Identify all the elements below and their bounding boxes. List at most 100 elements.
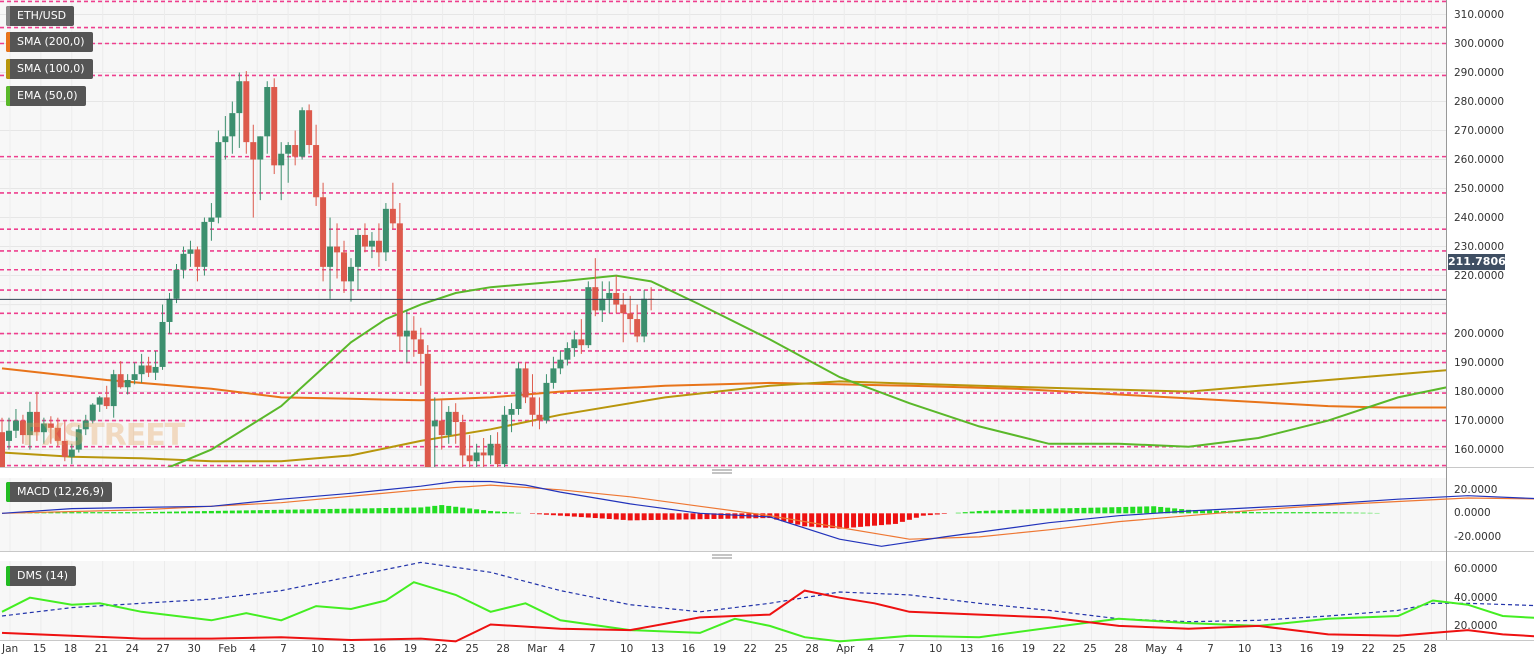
dms-label: DMS (14) bbox=[17, 569, 69, 582]
candle-body bbox=[124, 379, 131, 388]
price-tick-label: 200.0000 bbox=[1454, 327, 1505, 340]
macd-histogram-bar bbox=[1116, 507, 1122, 514]
price-tick-label: 160.0000 bbox=[1454, 443, 1505, 456]
macd-histogram-bar bbox=[187, 511, 193, 514]
price-tick-label: 220.0000 bbox=[1454, 269, 1505, 282]
candle-body bbox=[620, 304, 627, 314]
dms-badge[interactable]: DMS (14) bbox=[6, 566, 77, 586]
candle-body bbox=[12, 420, 19, 431]
macd-histogram-bar bbox=[1339, 512, 1345, 514]
candle-body bbox=[54, 427, 61, 441]
date-tick-label: Mar bbox=[527, 643, 548, 655]
macd-histogram-bar bbox=[1081, 507, 1087, 514]
macd-histogram-bar bbox=[1276, 512, 1282, 514]
sma100-badge[interactable]: SMA (100,0) bbox=[6, 59, 93, 79]
macd-badge[interactable]: MACD (12,26,9) bbox=[6, 482, 113, 502]
macd-histogram-bar bbox=[1221, 510, 1226, 514]
date-tick-label: 18 bbox=[63, 643, 78, 655]
candle-body bbox=[26, 411, 33, 436]
ema50-badge[interactable]: EMA (50,0) bbox=[6, 86, 86, 106]
date-tick-label: 16 bbox=[1299, 643, 1314, 655]
candle-body bbox=[515, 368, 522, 409]
macd-histogram-bar bbox=[278, 509, 284, 514]
candle-body bbox=[0, 432, 5, 467]
macd-histogram-bar bbox=[683, 513, 689, 520]
price-tick-label: 240.0000 bbox=[1454, 211, 1505, 224]
candle-body bbox=[299, 110, 306, 157]
macd-histogram-bar bbox=[1262, 512, 1268, 514]
macd-histogram-bar bbox=[1165, 507, 1171, 514]
price-tick-label: 230.0000 bbox=[1454, 240, 1505, 253]
candle-body bbox=[327, 246, 334, 267]
candle-body bbox=[61, 440, 68, 457]
macd-histogram-bar bbox=[662, 513, 668, 520]
sma100-line bbox=[1, 369, 1446, 463]
candle-body bbox=[5, 430, 12, 441]
candle-body bbox=[306, 110, 313, 146]
ema50-line bbox=[166, 274, 1446, 467]
candle-body bbox=[550, 368, 557, 383]
macd-histogram-bar bbox=[404, 507, 410, 514]
candle-body bbox=[152, 366, 159, 373]
date-tick-label: 25 bbox=[465, 643, 479, 655]
macd-histogram-bar bbox=[1172, 508, 1178, 514]
macd-label: MACD (12,26,9) bbox=[17, 485, 105, 498]
macd-histogram-bar bbox=[1144, 506, 1150, 514]
date-tick-label: 7 bbox=[589, 643, 596, 655]
macd-histogram-bar bbox=[1241, 511, 1247, 514]
macd-histogram-bar bbox=[250, 510, 256, 514]
macd-histogram-bar bbox=[153, 511, 159, 514]
macd-histogram-bar bbox=[1200, 510, 1206, 514]
macd-histogram-bar bbox=[851, 513, 857, 528]
macd-histogram-bar bbox=[976, 510, 982, 514]
macd-histogram-bar bbox=[174, 511, 179, 514]
macd-histogram-bar bbox=[1060, 508, 1066, 514]
dms-tick-label: 20.0000 bbox=[1454, 619, 1498, 632]
date-tick-label: 13 bbox=[1268, 643, 1283, 655]
fxstreet-watermark: FXSTREET bbox=[22, 418, 185, 453]
date-tick-label: 19 bbox=[712, 643, 727, 655]
candle-body bbox=[320, 197, 327, 267]
macd-histogram-bar bbox=[1046, 508, 1052, 514]
candle-body bbox=[271, 87, 278, 166]
macd-histogram-bar bbox=[118, 512, 124, 514]
dms-swatch bbox=[6, 566, 10, 586]
candle-body bbox=[96, 397, 103, 405]
macd-histogram-bar bbox=[1095, 507, 1101, 514]
macd-histogram-bar bbox=[571, 513, 577, 517]
candle-body bbox=[285, 145, 292, 154]
sma200-line bbox=[1, 367, 1446, 409]
price-tick-label: 300.0000 bbox=[1454, 37, 1505, 50]
macd-histogram-bar bbox=[955, 512, 961, 514]
macd-histogram-bar bbox=[1346, 512, 1352, 514]
date-tick-label: 16 bbox=[372, 643, 387, 655]
date-tick-label: 10 bbox=[311, 643, 325, 655]
macd-histogram-bar bbox=[927, 513, 933, 516]
date-tick-label: Apr bbox=[836, 643, 855, 655]
sma100-swatch bbox=[6, 59, 10, 79]
candle-body bbox=[396, 223, 403, 337]
macd-histogram-bar bbox=[1248, 511, 1254, 514]
macd-histogram-bar bbox=[1004, 510, 1010, 514]
macd-histogram-bar bbox=[160, 511, 166, 514]
macd-histogram-bar bbox=[1290, 512, 1296, 514]
date-tick-label: 7 bbox=[898, 643, 905, 655]
macd-histogram-bar bbox=[934, 513, 940, 515]
macd-histogram-bar bbox=[334, 508, 340, 514]
candle-body bbox=[494, 443, 501, 465]
macd-histogram-bar bbox=[1207, 510, 1213, 514]
candle-body bbox=[361, 234, 368, 247]
symbol-badge[interactable]: ETH/USD bbox=[6, 6, 75, 26]
candle-body bbox=[438, 420, 445, 436]
candle-body bbox=[585, 287, 592, 346]
candle-body bbox=[194, 249, 201, 267]
macd-histogram-bar bbox=[257, 510, 263, 514]
date-tick-label: 25 bbox=[774, 643, 788, 655]
candle-body bbox=[452, 411, 459, 423]
minus-di-line bbox=[1, 589, 1534, 643]
sma200-badge[interactable]: SMA (200,0) bbox=[6, 32, 93, 52]
macd-histogram-bar bbox=[550, 513, 556, 516]
macd-histogram-bar bbox=[397, 507, 403, 514]
macd-histogram-bar bbox=[920, 513, 926, 516]
